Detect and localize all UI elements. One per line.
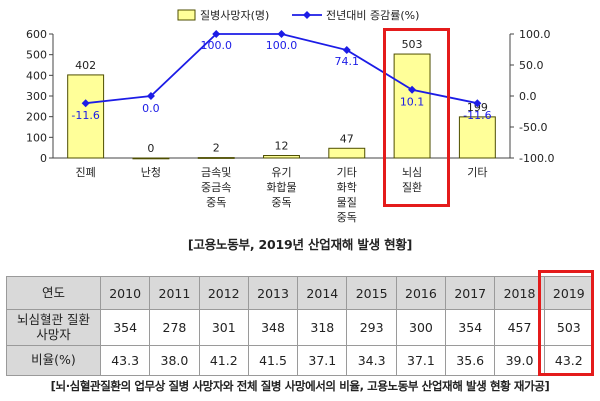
line-marker bbox=[473, 99, 482, 108]
table-cell: 354 bbox=[445, 309, 496, 346]
y-left-tick-label: 400 bbox=[26, 69, 47, 82]
line-value-label: -11.6 bbox=[71, 109, 99, 122]
bar bbox=[393, 53, 431, 159]
bar-value-label: 402 bbox=[75, 59, 96, 72]
table-year-header: 2015 bbox=[346, 276, 397, 310]
bar bbox=[197, 157, 235, 159]
x-category-label: 기타 bbox=[337, 166, 357, 179]
legend-bar-swatch bbox=[177, 9, 196, 21]
y-left-tick-label: 100 bbox=[26, 131, 47, 144]
line-value-label: 100.0 bbox=[200, 39, 232, 52]
table-corner-header: 연도 bbox=[6, 276, 101, 310]
table-caption: [뇌·심혈관질환의 업무상 질병 사망자와 전체 질병 사망에서의 비율, 고용… bbox=[50, 379, 550, 393]
line-marker bbox=[277, 30, 286, 38]
y-right-tick-label: 50.0 bbox=[519, 59, 544, 72]
y-right-tick-label: -50.0 bbox=[519, 121, 547, 134]
line-marker bbox=[342, 46, 351, 55]
table-cell: 41.5 bbox=[247, 345, 299, 376]
y-right-tick-label: 0.0 bbox=[519, 90, 537, 103]
table-year-header: 2011 bbox=[149, 276, 200, 310]
bar-value-label: 47 bbox=[340, 132, 354, 145]
x-category-label: 금속및 bbox=[201, 166, 231, 179]
bar bbox=[328, 147, 366, 159]
table-row: 뇌심혈관 질환 사망자 354 278 301 348 318 293 300 354 457 503 bbox=[6, 309, 595, 346]
table-row: 비율(%) 43.3 38.0 41.2 41.5 37.1 34.3 37.1 35.6 39.… bbox=[6, 345, 595, 376]
combo-chart: 0 100 200 300 400 500 600 -100.0 -50.0 0.0 50.0 100… bbox=[26, 9, 554, 224]
x-category-label: 중독 bbox=[337, 211, 357, 224]
table-cell: 37.1 bbox=[297, 345, 348, 376]
table-year-header: 2014 bbox=[297, 276, 348, 310]
table-year-header: 2013 bbox=[247, 276, 299, 310]
table-cell: 348 bbox=[247, 309, 299, 346]
line-value-label: 74.1 bbox=[335, 55, 360, 68]
line-value-label: 100.0 bbox=[266, 39, 298, 52]
table-header-row: 연도 2010 2011 2012 2013 2014 2015 2016 2017 2018 20… bbox=[6, 276, 595, 310]
line-value-label: 10.1 bbox=[400, 96, 425, 109]
x-category-label: 유기 bbox=[271, 166, 291, 179]
x-category-label: 중독 bbox=[206, 196, 226, 209]
x-category-label: 화합물 bbox=[266, 181, 296, 194]
table-cell: 37.1 bbox=[395, 345, 447, 376]
x-category-label: 난청 bbox=[141, 166, 161, 179]
y-right-tick-label: -100.0 bbox=[519, 152, 554, 165]
bar bbox=[132, 157, 170, 160]
bar-value-label: 199 bbox=[467, 101, 488, 114]
bar-value-label: 12 bbox=[275, 140, 289, 153]
table-row-header: 비율(%) bbox=[6, 345, 101, 376]
table-year-header: 2018 bbox=[494, 276, 545, 310]
bar bbox=[263, 155, 300, 159]
x-category-label: 질환 bbox=[402, 181, 422, 194]
legend-line-marker bbox=[303, 11, 311, 19]
x-category-label: 진폐 bbox=[76, 166, 96, 179]
table-cell: 35.6 bbox=[445, 345, 496, 376]
line-value-label: 0.0 bbox=[142, 102, 160, 115]
table-cell: 354 bbox=[99, 309, 151, 346]
line-marker bbox=[81, 99, 90, 108]
data-table: 연도 2010 2011 2012 2013 2014 2015 2016 2017 2018 20… bbox=[6, 276, 595, 376]
bar-value-label: 2 bbox=[213, 142, 220, 155]
x-category-label: 물질 bbox=[337, 196, 357, 209]
x-category-label: 기타 bbox=[467, 166, 487, 179]
line-value-label: -11.6 bbox=[463, 109, 491, 122]
y-left-tick-label: 200 bbox=[26, 111, 47, 124]
x-category-label: 중독 bbox=[271, 196, 291, 209]
legend-line-label: 전년대비 증감률(%) bbox=[326, 9, 419, 22]
x-category-label: 뇌심 bbox=[402, 166, 422, 179]
line-marker bbox=[408, 85, 417, 94]
bar bbox=[67, 74, 105, 159]
y-left-tick-label: 600 bbox=[26, 28, 47, 41]
table-row-header: 뇌심혈관 질환 사망자 bbox=[6, 309, 101, 346]
x-category-label: 화학 bbox=[337, 181, 357, 194]
table-year-header: 2016 bbox=[395, 276, 447, 310]
table-cell: 301 bbox=[198, 309, 249, 346]
table-cell: 43.3 bbox=[99, 345, 151, 376]
table-cell: 39.0 bbox=[494, 345, 545, 376]
line-marker bbox=[212, 30, 221, 38]
bar bbox=[458, 116, 496, 159]
line-marker bbox=[146, 92, 155, 100]
table-year-header: 2012 bbox=[198, 276, 249, 310]
table-year-header: 2019 bbox=[543, 276, 595, 310]
table-year-header: 2010 bbox=[99, 276, 151, 310]
table-cell: 43.2 bbox=[543, 345, 595, 376]
table-cell: 38.0 bbox=[149, 345, 200, 376]
table-cell: 34.3 bbox=[346, 345, 397, 376]
table-cell: 300 bbox=[395, 309, 447, 346]
bar-value-label: 503 bbox=[402, 38, 423, 51]
bar-value-label: 0 bbox=[147, 142, 154, 155]
table-cell: 318 bbox=[297, 309, 348, 346]
y-left-tick-label: 500 bbox=[26, 49, 47, 62]
chart-caption: [고용노동부, 2019년 산업재해 발생 현황] bbox=[187, 237, 413, 252]
table-cell: 503 bbox=[543, 309, 595, 346]
table-cell: 41.2 bbox=[198, 345, 249, 376]
table-cell: 293 bbox=[346, 309, 397, 346]
y-left-tick-label: 300 bbox=[26, 90, 47, 103]
table-cell: 278 bbox=[149, 309, 200, 346]
x-category-label: 중금속 bbox=[201, 181, 231, 194]
y-right-tick-label: 100.0 bbox=[519, 28, 551, 41]
table-cell: 457 bbox=[494, 309, 545, 346]
table-year-header: 2017 bbox=[445, 276, 496, 310]
y-left-tick-label: 0 bbox=[40, 152, 47, 165]
legend-bar-label: 질병사망자(명) bbox=[200, 9, 269, 22]
